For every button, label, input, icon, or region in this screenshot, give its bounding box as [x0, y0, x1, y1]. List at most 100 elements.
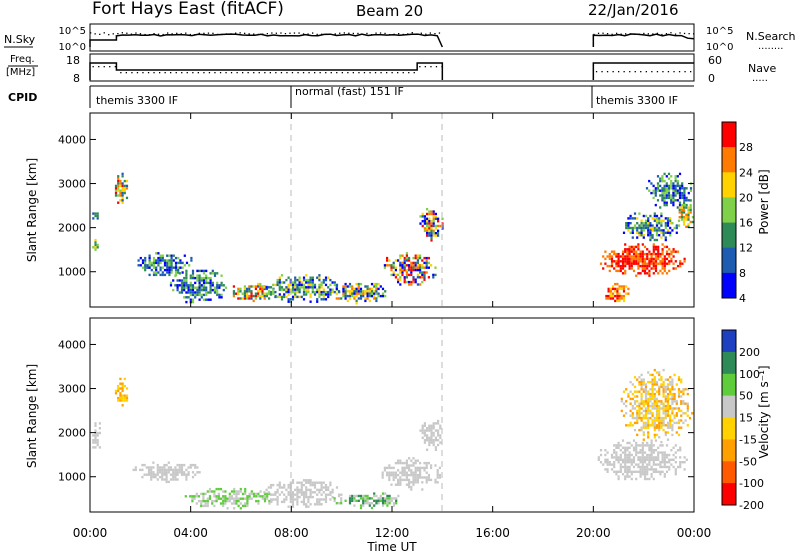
velocity-cell: [123, 396, 126, 400]
power-cell: [368, 294, 371, 298]
power-cell: [311, 288, 314, 291]
velocity-cell: [597, 458, 600, 461]
nave-dot: [618, 71, 620, 73]
power-cell: [654, 245, 658, 249]
velocity-cell: [94, 439, 97, 442]
power-cell: [381, 292, 385, 295]
power-cell: [432, 217, 435, 220]
power-cell: [202, 276, 206, 280]
power-cell: [307, 278, 310, 282]
power-cell: [373, 297, 376, 300]
power-cell: [405, 256, 408, 260]
power-cell: [628, 264, 631, 268]
power-cell: [648, 274, 651, 277]
velocity-cell: [397, 473, 400, 477]
velocity-cell: [653, 395, 656, 398]
velocity-cell: [653, 402, 656, 405]
velocity-cell: [666, 402, 670, 405]
velocity-cell: [161, 478, 164, 481]
power-cell: [351, 287, 354, 291]
velocity-cell: [416, 481, 419, 484]
power-cell: [392, 264, 395, 267]
velocity-cell: [638, 404, 641, 408]
power-cell: [211, 269, 214, 273]
power-cell: [342, 294, 345, 298]
velocity-cell: [289, 491, 292, 494]
velocity-cell: [123, 377, 126, 381]
power-cell: [661, 199, 664, 202]
velocity-cell: [686, 402, 689, 405]
velocity-cell: [629, 414, 632, 417]
velocity-cell: [655, 397, 659, 401]
power-cell: [121, 175, 124, 178]
velocity-cell: [235, 492, 238, 496]
power-cell: [324, 293, 328, 296]
power-cell: [250, 290, 253, 293]
power-cell: [246, 297, 249, 300]
power-cell: [421, 259, 424, 262]
power-cell: [170, 256, 173, 260]
power-cell: [392, 273, 395, 277]
velocity-cell: [362, 497, 365, 500]
power-cell: [619, 267, 622, 270]
velocity-cell: [636, 421, 639, 425]
velocity-cell: [329, 481, 332, 484]
power-cell: [430, 227, 433, 230]
power-cell: [148, 259, 151, 262]
power-cell: [622, 287, 626, 291]
velocity-cell: [629, 390, 632, 393]
power-cell: [327, 276, 330, 279]
power-cell: [618, 294, 621, 298]
velocity-cell: [412, 464, 415, 467]
velocity-colorbar-tick: 100: [739, 368, 760, 381]
power-cell: [211, 281, 214, 285]
power-cell: [665, 262, 669, 265]
velocity-cell: [426, 439, 429, 442]
velocity-cell: [289, 481, 292, 484]
power-cell: [285, 286, 288, 289]
velocity-cell: [606, 470, 609, 473]
power-cell: [646, 257, 649, 261]
power-cell: [318, 288, 321, 291]
velocity-cell: [658, 407, 661, 410]
nave-dot: [391, 72, 393, 74]
velocity-cell: [664, 397, 667, 401]
power-cell: [403, 276, 406, 279]
power-cell: [427, 261, 430, 265]
velocity-cell: [239, 507, 242, 510]
power-cell: [648, 257, 651, 261]
velocity-cell: [165, 475, 168, 479]
velocity-cell: [662, 424, 665, 427]
power-cell: [300, 295, 303, 299]
power-cell: [672, 201, 675, 204]
velocity-cell: [432, 434, 435, 437]
power-cell: [652, 264, 655, 268]
power-cell: [159, 268, 162, 272]
power-cell: [163, 259, 167, 262]
velocity-cell: [300, 488, 303, 492]
power-cell: [610, 257, 614, 261]
velocity-cell: [329, 498, 332, 501]
power-cell: [416, 254, 419, 257]
power-cell: [644, 224, 648, 227]
power-cell: [309, 276, 312, 279]
power-cell: [152, 271, 156, 274]
velocity-cell: [172, 478, 175, 481]
velocity-cell: [644, 400, 648, 403]
velocity-cell: [437, 434, 440, 437]
velocity-cell: [121, 404, 124, 407]
velocity-cell: [636, 414, 639, 417]
power-cell: [419, 268, 422, 272]
velocity-cell: [626, 441, 629, 445]
velocity-cell: [397, 494, 400, 498]
velocity-cell: [673, 421, 676, 425]
velocity-cell: [189, 495, 192, 498]
power-cell: [232, 290, 235, 293]
power-cell: [268, 290, 271, 293]
velocity-cell: [652, 468, 655, 471]
velocity-cell: [163, 466, 166, 469]
power-cell: [638, 234, 641, 237]
velocity-cell: [427, 478, 430, 482]
velocity-cell: [651, 407, 654, 410]
power-cell: [649, 231, 652, 234]
